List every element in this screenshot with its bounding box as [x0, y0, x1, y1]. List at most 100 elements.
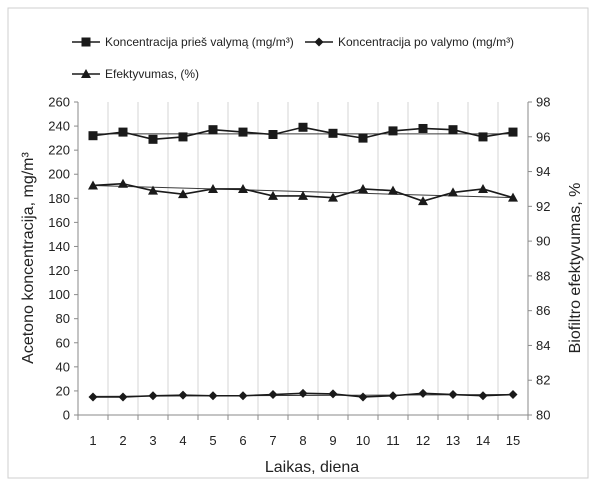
- y-axis-left-title: Acetono koncentracija, mg/m³: [20, 152, 37, 364]
- series-3: [88, 178, 518, 206]
- y-left-tick-label: 260: [48, 95, 70, 110]
- y-right-tick-label: 90: [536, 234, 550, 249]
- data-point-square: [328, 128, 338, 138]
- x-tick-label: 11: [386, 433, 400, 448]
- legend-label: Efektyvumas, (%): [105, 67, 199, 81]
- y-right-tick-label: 92: [536, 199, 550, 214]
- data-point-triangle: [448, 187, 458, 197]
- data-point-triangle: [418, 196, 428, 206]
- data-point-square: [268, 130, 278, 140]
- legend-marker: [314, 37, 324, 47]
- legend-marker: [81, 69, 91, 78]
- data-point-square: [208, 125, 218, 135]
- data-point-triangle: [178, 189, 188, 199]
- series-group: [88, 122, 518, 402]
- data-point-diamond: [268, 390, 278, 400]
- legend-item-3: Efektyvumas, (%): [72, 67, 199, 81]
- chart-frame: [7, 7, 589, 479]
- data-point-triangle: [238, 183, 248, 193]
- x-tick-label: 7: [269, 433, 276, 448]
- y-left-tick-label: 240: [48, 119, 70, 134]
- data-point-triangle: [148, 185, 158, 195]
- y-right-tick-label: 94: [536, 164, 550, 179]
- data-point-diamond: [298, 388, 308, 398]
- y-right-tick-label: 84: [536, 338, 550, 353]
- data-point-triangle: [298, 190, 308, 200]
- data-point-square: [298, 122, 308, 132]
- data-point-triangle: [208, 183, 218, 193]
- y-left-tick-label: 120: [48, 263, 70, 278]
- data-point-diamond: [328, 389, 338, 399]
- y-left-tick-label: 0: [63, 408, 70, 423]
- grid-lines: [107, 102, 499, 415]
- legend-item-1: Koncentracija prieš valymą (mg/m³): [72, 35, 294, 49]
- x-tick-label: 14: [476, 433, 490, 448]
- data-point-square: [448, 125, 458, 135]
- data-point-triangle: [358, 183, 368, 193]
- y-left-tick-label: 60: [56, 335, 70, 350]
- series-2: [88, 388, 518, 402]
- x-tick-label: 4: [179, 433, 186, 448]
- y-left-tick-label: 20: [56, 383, 70, 398]
- data-point-diamond: [178, 390, 188, 400]
- y-right-tick-label: 88: [536, 268, 550, 283]
- legend-item-2: Koncentracija po valymo (mg/m³): [305, 35, 514, 49]
- y-left-tick-label: 40: [56, 359, 70, 374]
- data-point-diamond: [88, 392, 98, 402]
- series-1: [88, 122, 518, 144]
- data-point-square: [88, 131, 98, 141]
- y-right-tick-label: 98: [536, 95, 550, 110]
- data-point-triangle: [88, 180, 98, 190]
- x-tick-label: 3: [149, 433, 156, 448]
- y-right-tick-label: 86: [536, 303, 550, 318]
- data-point-diamond: [448, 390, 458, 400]
- data-point-square: [238, 127, 248, 137]
- y-left-tick-label: 80: [56, 311, 70, 326]
- y-left-tick-label: 200: [48, 167, 70, 182]
- x-tick-label: 2: [119, 433, 126, 448]
- data-point-square: [508, 127, 518, 137]
- axes: 0204060801001201401601802002202402608082…: [48, 95, 550, 449]
- data-point-square: [478, 132, 488, 142]
- data-point-triangle: [388, 185, 398, 195]
- data-point-square: [178, 132, 188, 142]
- x-tick-label: 1: [89, 433, 96, 448]
- data-point-square: [358, 133, 368, 143]
- x-axis-title: Laikas, diena: [265, 459, 359, 476]
- data-point-triangle: [478, 183, 488, 193]
- y-left-tick-label: 140: [48, 239, 70, 254]
- y-right-tick-label: 80: [536, 408, 550, 423]
- x-tick-label: 5: [209, 433, 216, 448]
- data-point-diamond: [148, 391, 158, 401]
- data-point-diamond: [388, 391, 398, 401]
- y-axis-right-title: Biofiltro efektyvumas, %: [567, 183, 584, 354]
- data-point-diamond: [508, 390, 518, 400]
- legend-marker: [81, 37, 91, 47]
- legend-label: Koncentracija po valymo (mg/m³): [338, 35, 514, 49]
- data-point-square: [418, 123, 428, 133]
- x-tick-label: 12: [416, 433, 430, 448]
- data-point-diamond: [118, 392, 128, 402]
- y-left-tick-label: 180: [48, 191, 70, 206]
- data-point-diamond: [208, 391, 218, 401]
- legend: Koncentracija prieš valymą (mg/m³) Koncen…: [72, 35, 514, 81]
- data-point-square: [388, 126, 398, 136]
- y-left-tick-label: 160: [48, 215, 70, 230]
- x-tick-label: 10: [356, 433, 370, 448]
- data-point-diamond: [478, 391, 488, 401]
- x-tick-label: 13: [446, 433, 460, 448]
- data-point-square: [118, 127, 128, 137]
- x-tick-label: 6: [239, 433, 246, 448]
- y-left-tick-label: 100: [48, 287, 70, 302]
- data-point-triangle: [268, 190, 278, 200]
- data-point-triangle: [118, 178, 128, 188]
- data-point-diamond: [358, 392, 368, 402]
- x-tick-label: 15: [506, 433, 520, 448]
- x-tick-label: 8: [299, 433, 306, 448]
- y-right-tick-label: 82: [536, 373, 550, 388]
- y-right-tick-label: 96: [536, 129, 550, 144]
- data-point-triangle: [328, 192, 338, 202]
- data-point-diamond: [418, 388, 428, 398]
